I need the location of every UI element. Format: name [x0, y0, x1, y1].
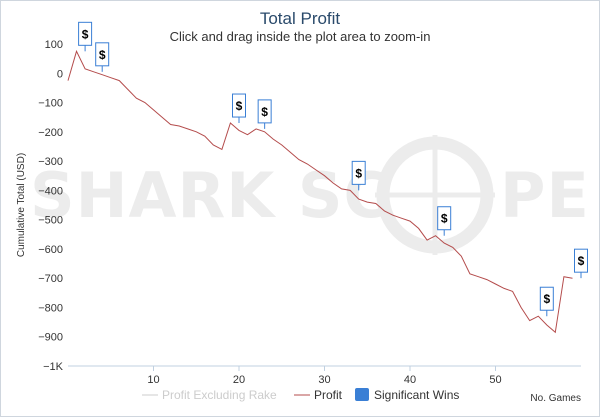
y-tick-label: −900 — [38, 332, 63, 344]
watermark-text: SHARK SC — [30, 159, 390, 232]
y-axis-title: Cumulative Total (USD) — [16, 153, 27, 257]
series-layer — [67, 49, 573, 334]
legend-item-profit-excluding-rake[interactable]: Profit Excluding Rake — [142, 388, 277, 402]
flag-dollar-label: $ — [578, 254, 585, 268]
significant-win-flag[interactable]: $ — [574, 248, 588, 279]
significant-win-flag[interactable]: $ — [95, 42, 110, 72]
flag-dollar-label: $ — [99, 48, 106, 62]
flag-box — [437, 206, 452, 231]
x-tick-label: 50 — [489, 374, 501, 386]
significant-win-flag[interactable]: $ — [437, 206, 452, 236]
x-tick-label: 30 — [318, 374, 330, 386]
flag-dollar-label: $ — [543, 292, 550, 306]
flag-dollar-label: $ — [441, 212, 448, 226]
y-axis-ticks: 100 0 −100 −200 −300 −400 −500 −600 −700 −800 −900… — [38, 39, 63, 373]
flag-box — [257, 99, 272, 124]
y-tick-label: 0 — [57, 68, 63, 80]
y-tick-label: −500 — [38, 215, 63, 227]
watermark-logo: SHARK SC PE — [30, 135, 590, 255]
y-tick-label: −600 — [38, 244, 63, 256]
y-tick-label: −200 — [38, 127, 63, 139]
chart-subtitle: Click and drag inside the plot area to z… — [170, 29, 431, 44]
flag-box — [232, 93, 246, 118]
legend-label-significant-wins: Significant Wins — [374, 388, 459, 402]
flag-box — [351, 160, 366, 185]
legend-label-profit: Profit — [314, 388, 343, 402]
flag-dollar-label: $ — [355, 166, 362, 180]
y-tick-label: −1K — [43, 361, 64, 373]
significant-wins-layer: $ $ $ $ $ $ $ $ — [78, 21, 588, 317]
flag-box — [95, 42, 110, 67]
y-tick-label: −400 — [38, 185, 63, 197]
significant-win-flag[interactable]: $ — [539, 286, 554, 317]
chart-title: Total Profit — [260, 9, 341, 28]
x-tick-label: 40 — [404, 374, 416, 386]
legend-item-profit[interactable]: Profit — [294, 388, 343, 402]
flag-box — [539, 286, 554, 311]
y-tick-label: −800 — [38, 302, 63, 314]
significant-win-flag[interactable]: $ — [232, 93, 246, 124]
y-tick-label: −300 — [38, 156, 63, 168]
x-axis-ticks: 10 20 30 40 50 — [147, 366, 502, 386]
y-tick-label: 100 — [45, 39, 63, 51]
flag-dollar-label: $ — [82, 27, 89, 41]
plot-area[interactable]: 100 0 −100 −200 −300 −400 −500 −600 −700 −800 −900… — [38, 21, 588, 386]
x-tick-label: 20 — [233, 374, 245, 386]
flag-dollar-label: $ — [236, 99, 243, 113]
series-line-profit[interactable] — [67, 49, 573, 334]
x-tick-label: 10 — [147, 374, 159, 386]
x-axis-title: No. Games — [530, 393, 581, 404]
flag-box — [78, 21, 93, 46]
legend: Profit Excluding Rake Profit Significant… — [142, 388, 459, 402]
significant-win-flag[interactable]: $ — [78, 21, 93, 52]
y-tick-label: −100 — [38, 98, 63, 110]
significant-win-flag[interactable]: $ — [257, 99, 272, 129]
legend-item-significant-wins[interactable]: Significant Wins — [355, 388, 459, 402]
significant-win-flag[interactable]: $ — [351, 160, 366, 191]
legend-swatch-significant-wins — [355, 388, 369, 401]
flag-dollar-label: $ — [261, 105, 268, 119]
y-tick-label: −700 — [38, 273, 63, 285]
svg-text:PE: PE — [500, 159, 590, 232]
flag-box — [574, 248, 588, 273]
legend-label-profit-excluding-rake: Profit Excluding Rake — [162, 388, 277, 402]
